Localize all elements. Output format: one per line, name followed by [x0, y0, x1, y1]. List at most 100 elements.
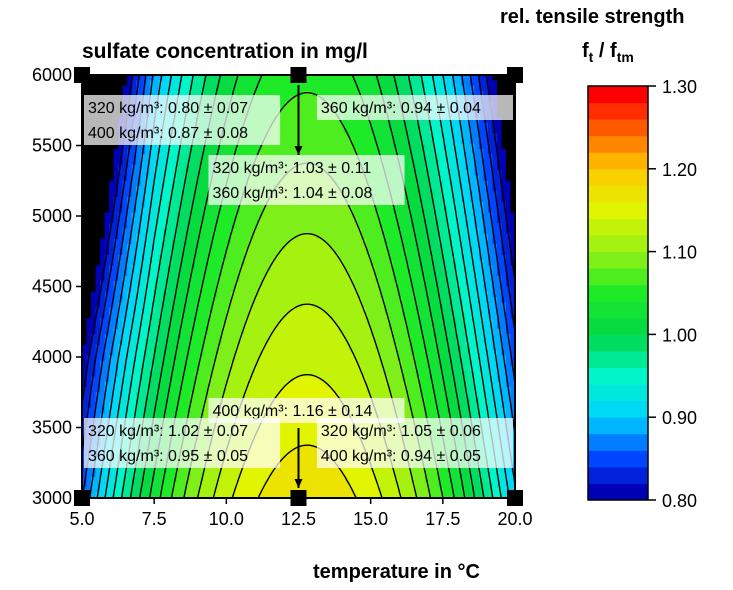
heatmap-cell: [262, 233, 268, 240]
heatmap-cell: [321, 487, 327, 494]
heatmap-cell: [275, 297, 282, 303]
heatmap-cell: [190, 371, 196, 377]
heatmap-cell: [190, 254, 196, 261]
heatmap-cell: [312, 291, 318, 298]
heatmap-cell: [325, 297, 331, 303]
heatmap-cell: [154, 180, 160, 187]
heatmap-cell: [109, 355, 115, 362]
heatmap-cell: [312, 439, 318, 446]
heatmap-cell: [212, 334, 218, 340]
heatmap-cell: [316, 238, 322, 245]
heatmap-cell: [334, 122, 340, 129]
heatmap-cell: [149, 334, 155, 340]
heatmap-cell: [321, 286, 327, 293]
heatmap-cell: [176, 482, 182, 489]
heatmap-cell: [293, 302, 300, 309]
heatmap-cell: [109, 85, 115, 92]
heatmap-cell: [100, 159, 106, 166]
heatmap-cell: [280, 386, 286, 393]
heatmap-cell: [303, 254, 309, 261]
heatmap-cell: [280, 75, 286, 81]
heatmap-cell: [208, 344, 214, 351]
heatmap-cell: [190, 355, 196, 362]
heatmap-cell: [348, 90, 354, 97]
heatmap-cell: [230, 386, 236, 393]
heatmap-cell: [203, 386, 209, 393]
heatmap-cell: [321, 149, 327, 155]
heatmap-cell: [217, 265, 223, 272]
heatmap-cell: [113, 392, 119, 399]
heatmap-cell: [212, 312, 218, 319]
heatmap-cell: [348, 386, 354, 393]
heatmap-cell: [127, 80, 133, 87]
heatmap-cell: [185, 85, 191, 92]
heatmap-cell: [298, 238, 304, 245]
heatmap-cell: [239, 323, 245, 330]
heatmap-cell: [271, 492, 277, 498]
heatmap-cell: [194, 85, 200, 92]
heatmap-cell: [334, 360, 340, 367]
heatmap-cell: [199, 397, 205, 404]
heatmap-cell: [113, 265, 119, 272]
heatmap-cell: [212, 482, 218, 489]
heatmap-cell: [321, 228, 327, 235]
heatmap-cell: [91, 90, 97, 97]
heatmap-cell: [325, 249, 331, 256]
heatmap-cell: [190, 80, 196, 87]
heatmap-cell: [235, 360, 241, 367]
heatmap-cell: [154, 492, 160, 498]
heatmap-cell: [352, 307, 358, 314]
heatmap-cell: [303, 233, 309, 240]
heatmap-cell: [185, 376, 191, 383]
heatmap-cell: [109, 286, 115, 293]
heatmap-cell: [176, 402, 182, 409]
heatmap-cell: [185, 323, 191, 330]
heatmap-cell: [257, 334, 264, 340]
heatmap-cell: [100, 291, 106, 298]
heatmap-cell: [303, 223, 309, 229]
heatmap-cell: [293, 286, 300, 293]
heatmap-cell: [325, 386, 331, 393]
heatmap-cell: [289, 386, 295, 393]
heatmap-cell: [343, 328, 349, 335]
heatmap-cell: [244, 265, 250, 272]
heatmap-cell: [284, 117, 291, 124]
heatmap-cell: [316, 133, 322, 140]
heatmap-cell: [275, 281, 282, 288]
heatmap-cell: [348, 392, 354, 399]
heatmap-cell: [307, 360, 313, 367]
heatmap-cell: [100, 402, 106, 409]
heatmap-cell: [95, 201, 101, 208]
heatmap-cell: [149, 170, 155, 177]
heatmap-cell: [176, 349, 182, 356]
heatmap-cell: [312, 334, 318, 340]
heatmap-cell: [289, 371, 295, 377]
heatmap-cell: [95, 381, 101, 388]
heatmap-cell: [194, 381, 200, 388]
heatmap-cell: [91, 207, 97, 214]
heatmap-cell: [239, 80, 245, 87]
heatmap-cell: [194, 344, 200, 351]
heatmap-cell: [253, 244, 259, 251]
heatmap-cell: [271, 244, 277, 251]
heatmap-cell: [221, 302, 227, 309]
heatmap-cell: [127, 270, 133, 277]
heatmap-cell: [303, 101, 309, 108]
heatmap-cell: [348, 149, 354, 155]
heatmap-cell: [208, 349, 214, 356]
heatmap-cell: [307, 75, 313, 81]
heatmap-cell: [284, 318, 291, 325]
heatmap-cell: [280, 482, 286, 489]
heatmap-cell: [190, 381, 196, 388]
heatmap-cell: [361, 244, 367, 251]
heatmap-cell: [190, 212, 196, 219]
heatmap-cell: [284, 344, 291, 351]
heatmap-cell: [289, 265, 295, 272]
heatmap-cell: [239, 318, 245, 325]
heatmap-cell: [280, 371, 286, 377]
heatmap-cell: [280, 323, 286, 330]
heatmap-cell: [145, 207, 151, 214]
heatmap-cell: [172, 180, 178, 187]
heatmap-cell: [145, 318, 151, 325]
heatmap-cell: [113, 402, 119, 409]
